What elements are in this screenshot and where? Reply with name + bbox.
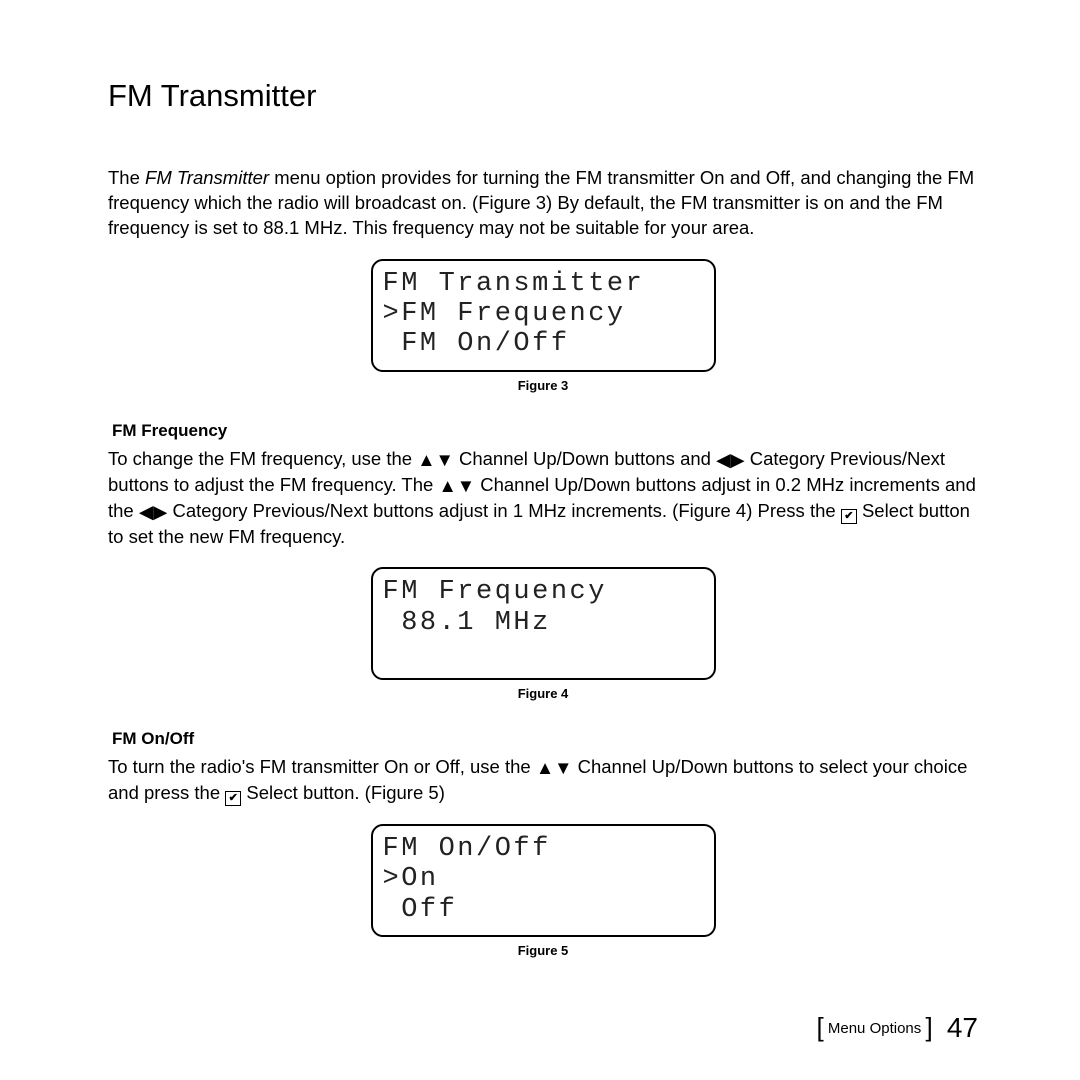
down-icon: ▼: [554, 756, 572, 781]
fm-frequency-heading: FM Frequency: [112, 421, 978, 441]
page-title: FM Transmitter: [108, 78, 978, 114]
intro-em: FM Transmitter: [145, 167, 269, 188]
lcd5-line2: >On: [383, 864, 704, 894]
figure-3-caption: Figure 3: [108, 378, 978, 393]
up-icon: ▲: [417, 448, 435, 473]
lcd5-line1: FM On/Off: [383, 834, 704, 864]
bracket-close: ]: [925, 1012, 932, 1042]
lcd-figure-5: FM On/Off >On Off: [371, 824, 716, 937]
intro-text-a: The: [108, 167, 145, 188]
lcd-figure-3: FM Transmitter >FM Frequency FM On/Off: [371, 259, 716, 372]
select-icon: ✔: [225, 791, 241, 806]
sec2-c: Select button. (Figure 5): [241, 782, 445, 803]
fm-onoff-paragraph: To turn the radio's FM transmitter On or…: [108, 755, 978, 806]
figure-5-caption: Figure 5: [108, 943, 978, 958]
lcd5-line3: Off: [383, 895, 704, 925]
page-number: 47: [947, 1012, 978, 1043]
sec1-b: Channel Up/Down buttons and: [454, 448, 716, 469]
bracket-open: [: [816, 1012, 823, 1042]
left-icon: ◀: [139, 500, 153, 525]
right-icon: ▶: [730, 448, 744, 473]
sec1-a: To change the FM frequency, use the: [108, 448, 417, 469]
fm-frequency-paragraph: To change the FM frequency, use the ▲▼ C…: [108, 447, 978, 550]
lcd3-line1: FM Transmitter: [383, 269, 704, 299]
up-icon: ▲: [438, 474, 456, 499]
down-icon: ▼: [436, 448, 454, 473]
select-icon: ✔: [841, 509, 857, 524]
footer-section: Menu Options: [828, 1020, 921, 1037]
lcd3-line3: FM On/Off: [383, 329, 704, 359]
lcd3-line2: >FM Frequency: [383, 299, 704, 329]
right-icon: ▶: [153, 500, 167, 525]
page-footer: [ Menu Options ] 47: [816, 1012, 978, 1044]
fm-onoff-heading: FM On/Off: [112, 729, 978, 749]
sec1-e: Category Previous/Next buttons adjust in…: [167, 500, 840, 521]
left-icon: ◀: [716, 448, 730, 473]
intro-paragraph: The FM Transmitter menu option provides …: [108, 166, 978, 241]
up-icon: ▲: [536, 756, 554, 781]
figure-4-caption: Figure 4: [108, 686, 978, 701]
lcd4-line1: FM Frequency: [383, 577, 704, 607]
lcd4-line2: 88.1 MHz: [383, 608, 704, 638]
down-icon: ▼: [457, 474, 475, 499]
lcd4-line3: [383, 638, 704, 668]
lcd-figure-4: FM Frequency 88.1 MHz: [371, 567, 716, 680]
sec2-a: To turn the radio's FM transmitter On or…: [108, 756, 536, 777]
